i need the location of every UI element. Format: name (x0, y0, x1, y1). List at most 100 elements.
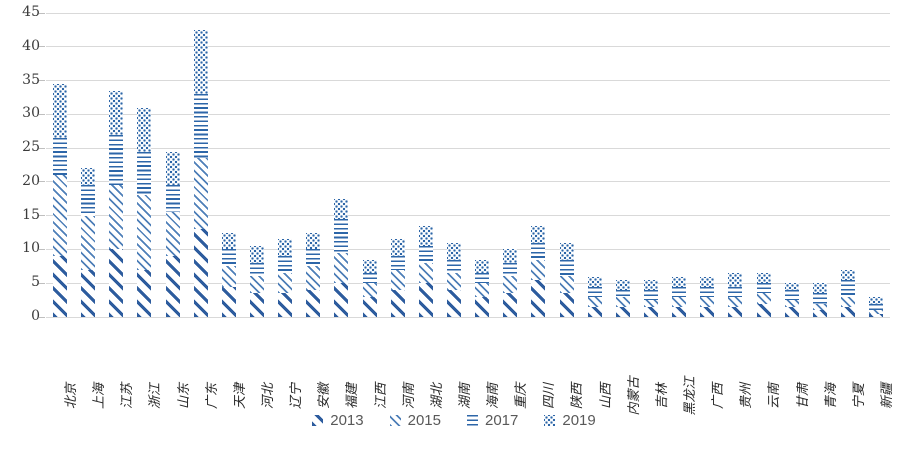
legend-label: 2013 (330, 412, 364, 429)
bar-segment-四川-2019 (531, 225, 546, 243)
bar-segment-青海-2015 (812, 303, 827, 311)
x-category-label-河北: 河北 (243, 320, 276, 409)
bar-slot-广东 (187, 13, 215, 317)
bar-segment-重庆-2019 (503, 249, 518, 263)
bar-segment-重庆-2017 (503, 262, 518, 277)
bar-segment-广东-2017 (193, 94, 208, 159)
bar-slot-吉林 (637, 13, 665, 317)
bar-slot-辽宁 (271, 13, 299, 317)
bar-segment-山西-2015 (587, 296, 602, 307)
bar-slot-新疆 (862, 13, 890, 317)
bar-segment-北京-2013 (53, 256, 68, 317)
bar-slot-河南 (384, 13, 412, 317)
bar-slot-甘肃 (778, 13, 806, 317)
bar-segment-江西-2019 (362, 259, 377, 274)
bar-segment-江苏-2015 (109, 185, 124, 250)
bar-segment-山西-2017 (587, 286, 602, 297)
y-tick-label-25: 25 (22, 139, 40, 156)
bar-segment-河北-2017 (250, 262, 265, 277)
bar-segment-辽宁-2017 (278, 256, 293, 274)
bar-segment-山东-2017 (165, 185, 180, 213)
bar-slot-海南 (468, 13, 496, 317)
bar-segment-湖南-2017 (447, 259, 462, 274)
y-tick-label-15: 15 (22, 206, 40, 223)
bar-segment-北京-2019 (53, 83, 68, 138)
bar-segment-天津-2015 (221, 266, 236, 287)
x-category-label-吉林: 吉林 (637, 320, 670, 409)
x-category-label-河南: 河南 (384, 320, 417, 409)
bar-segment-内蒙古-2019 (615, 279, 630, 290)
stacked-bar-天津 (221, 232, 236, 317)
plot-area (39, 12, 890, 318)
x-category-label-甘肃: 甘肃 (777, 320, 811, 409)
bar-segment-四川-2017 (531, 242, 546, 260)
bar-segment-甘肃-2013 (784, 306, 799, 317)
y-tick-label-45: 45 (22, 4, 40, 21)
bar-segment-云南-2017 (756, 283, 771, 294)
bar-segment-安徽-2017 (306, 249, 321, 267)
bar-segment-山东-2013 (165, 256, 180, 317)
stacked-bar-北京 (53, 83, 68, 317)
stacked-bar-江西 (362, 259, 377, 317)
bar-segment-吉林-2017 (644, 290, 659, 301)
bar-slot-山西 (581, 13, 609, 317)
legend-item-2017: 2017 (467, 412, 518, 429)
bar-segment-上海-2015 (81, 215, 96, 270)
bar-segment-辽宁-2013 (278, 293, 293, 317)
bar-segment-新疆-2013 (869, 313, 884, 317)
bar-segment-青海-2013 (812, 310, 827, 317)
bar-segment-北京-2017 (53, 138, 68, 176)
bar-segment-浙江-2017 (137, 151, 152, 196)
bar-segment-海南-2015 (475, 283, 490, 297)
bar-segment-广东-2019 (193, 29, 208, 95)
bar-segment-云南-2013 (756, 303, 771, 317)
bar-segment-黑龙江-2017 (672, 286, 687, 297)
stacked-bar-黑龙江 (672, 276, 687, 317)
bar-segment-福建-2013 (334, 283, 349, 317)
bar-slot-河北 (243, 13, 271, 317)
bar-slot-福建 (327, 13, 355, 317)
bar-segment-湖南-2013 (447, 289, 462, 317)
x-category-label-山西: 山西 (581, 320, 614, 409)
bar-segment-湖南-2019 (447, 242, 462, 260)
gridline-40 (46, 46, 890, 48)
x-category-label-北京: 北京 (46, 320, 79, 409)
x-category-label-陕西: 陕西 (552, 320, 585, 409)
bar-segment-河南-2019 (390, 239, 405, 257)
stacked-bar-辽宁 (278, 239, 293, 317)
bar-segment-河南-2017 (390, 256, 405, 270)
bar-segment-山西-2019 (587, 276, 602, 287)
stacked-bar-新疆 (869, 296, 884, 317)
bar-segment-贵州-2017 (728, 286, 743, 297)
bar-segment-海南-2013 (475, 296, 490, 317)
bar-segment-天津-2013 (221, 286, 236, 317)
bar-segment-河南-2015 (390, 269, 405, 290)
legend-swatch-horizontal-lines-icon (467, 415, 478, 426)
bar-segment-河北-2015 (250, 276, 265, 294)
bar-segment-贵州-2015 (728, 296, 743, 307)
bar-segment-重庆-2013 (503, 293, 518, 317)
bar-segment-浙江-2013 (137, 269, 152, 317)
stacked-bar-河北 (250, 246, 265, 317)
bar-segment-山东-2019 (165, 151, 180, 186)
bar-slot-江西 (356, 13, 384, 317)
bar-segment-湖北-2019 (418, 225, 433, 247)
y-tick-label-35: 35 (22, 71, 40, 88)
bar-segment-湖北-2015 (418, 262, 433, 284)
bar-slot-浙江 (130, 13, 158, 317)
bar-segment-吉林-2013 (644, 306, 659, 317)
stacked-bar-云南 (756, 273, 771, 317)
y-tick-label-40: 40 (22, 37, 40, 54)
bar-slot-四川 (524, 13, 552, 317)
bar-segment-内蒙古-2015 (615, 296, 630, 307)
legend-label: 2017 (485, 412, 519, 429)
bar-slot-江苏 (102, 13, 130, 317)
bar-segment-安徽-2015 (306, 266, 321, 290)
x-category-label-广西: 广西 (693, 320, 726, 409)
bar-segment-广东-2015 (193, 158, 208, 230)
bar-segment-上海-2013 (81, 269, 96, 317)
bar-segment-重庆-2015 (503, 276, 518, 294)
y-tick-mark (39, 80, 45, 82)
stacked-bar-山西 (587, 276, 602, 317)
